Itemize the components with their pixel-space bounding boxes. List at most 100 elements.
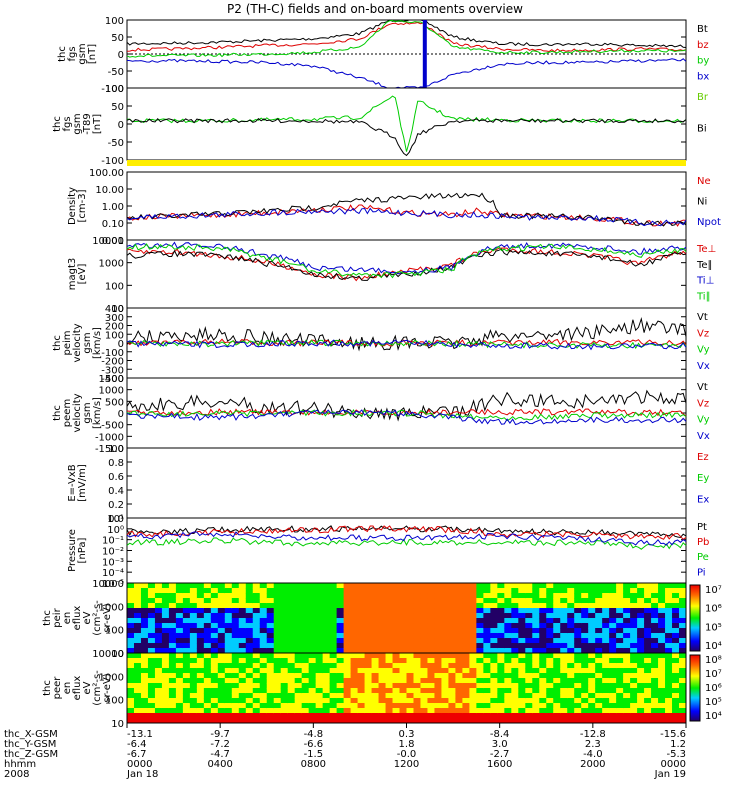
heatmap-cell [301,593,310,599]
heatmap-cell [497,598,505,604]
heatmap-cell [357,603,366,609]
heatmap-cell [490,668,498,674]
heatmap-cell [602,588,610,594]
heatmap-cell [623,703,631,709]
heatmap-cell [168,658,177,664]
heatmap-cell [238,623,247,629]
heatmap-cell [182,718,191,724]
heatmap-cell [294,713,303,719]
heatmap-cell [581,678,589,684]
heatmap-cell [553,668,561,674]
x-tick-label: -4.7 [210,749,230,760]
heatmap-cell [504,678,512,684]
heatmap-cell [490,703,498,709]
heatmap-cell [168,608,177,614]
y-axis-label: peer [52,676,63,700]
heatmap-cell [203,673,212,679]
heatmap-cell [140,673,149,679]
heatmap-cell [168,598,177,604]
heatmap-cell [154,698,163,704]
heatmap-cell [623,658,631,664]
heatmap-cell [441,658,449,664]
heatmap-cell [273,638,282,644]
heatmap-cell [266,713,275,719]
heatmap-cell [322,718,331,724]
heatmap-cell [574,683,582,689]
heatmap-cell [518,663,526,669]
heatmap-cell [434,608,442,614]
heatmap-cell [406,583,414,589]
heatmap-cell [651,633,659,639]
heatmap-cell [490,708,498,714]
heatmap-cell [259,613,268,619]
heatmap-cell [427,683,435,689]
heatmap-cell [168,703,177,709]
heatmap-cell [224,688,233,694]
heatmap-cell [560,618,568,624]
y-tick-label: 0 [118,50,124,61]
heatmap-cell [490,588,498,594]
heatmap-cell [658,713,666,719]
heatmap-cell [350,618,359,624]
heatmap-cell [483,608,491,614]
heatmap-cell [378,713,387,719]
heatmap-cell [525,718,533,724]
heatmap-cell [182,683,191,689]
heatmap-cell [518,643,526,649]
heatmap-cell [133,698,142,704]
heatmap-cell [532,663,540,669]
heatmap-cell [182,658,191,664]
heatmap-cell [252,663,261,669]
heatmap-cell [616,703,624,709]
heatmap-cell [532,603,540,609]
heatmap-cell [658,613,666,619]
heatmap-cell [448,638,456,644]
heatmap-cell [462,683,470,689]
heatmap-cell [287,668,296,674]
y-axis-label: velocity [72,323,83,362]
heatmap-cell [420,653,428,659]
heatmap-cell [378,668,387,674]
heatmap-cell [350,593,359,599]
heatmap-cell [553,718,561,724]
heatmap-cell [161,638,170,644]
heatmap-cell [322,673,331,679]
heatmap-cell [252,608,261,614]
heatmap-cell [245,608,254,614]
heatmap-cell [140,618,149,624]
heatmap-cell [182,608,191,614]
heatmap-cell [637,668,645,674]
heatmap-cell [196,693,205,699]
y-axis-label: [cm-3] [77,189,88,222]
heatmap-cell [581,713,589,719]
heatmap-cell [217,688,226,694]
heatmap-cell [574,708,582,714]
y-tick-label: -300 [101,365,124,376]
heatmap-cell [427,708,435,714]
heatmap-cell [231,698,240,704]
heatmap-cell [168,633,177,639]
heatmap-cell [287,638,296,644]
heatmap-cell [322,638,331,644]
heatmap-cell [245,593,254,599]
heatmap-cell [518,588,526,594]
heatmap-cell [364,703,373,709]
heatmap-cell [567,648,575,654]
heatmap-cell [574,598,582,604]
heatmap-cell [518,668,526,674]
heatmap-cell [455,693,463,699]
heatmap-cell [336,598,345,604]
heatmap-cell [357,653,366,659]
heatmap-cell [231,693,240,699]
x-row-label: hhmm [4,759,36,770]
heatmap-cell [658,588,666,594]
panel-frame [126,19,687,89]
heatmap-cell [602,618,610,624]
heatmap-cell [539,718,547,724]
heatmap-cell [336,603,345,609]
heatmap-cell [308,603,317,609]
heatmap-cell [196,673,205,679]
x-tick-label: -8.4 [490,729,510,740]
heatmap-cell [630,623,638,629]
heatmap-cell [469,588,477,594]
